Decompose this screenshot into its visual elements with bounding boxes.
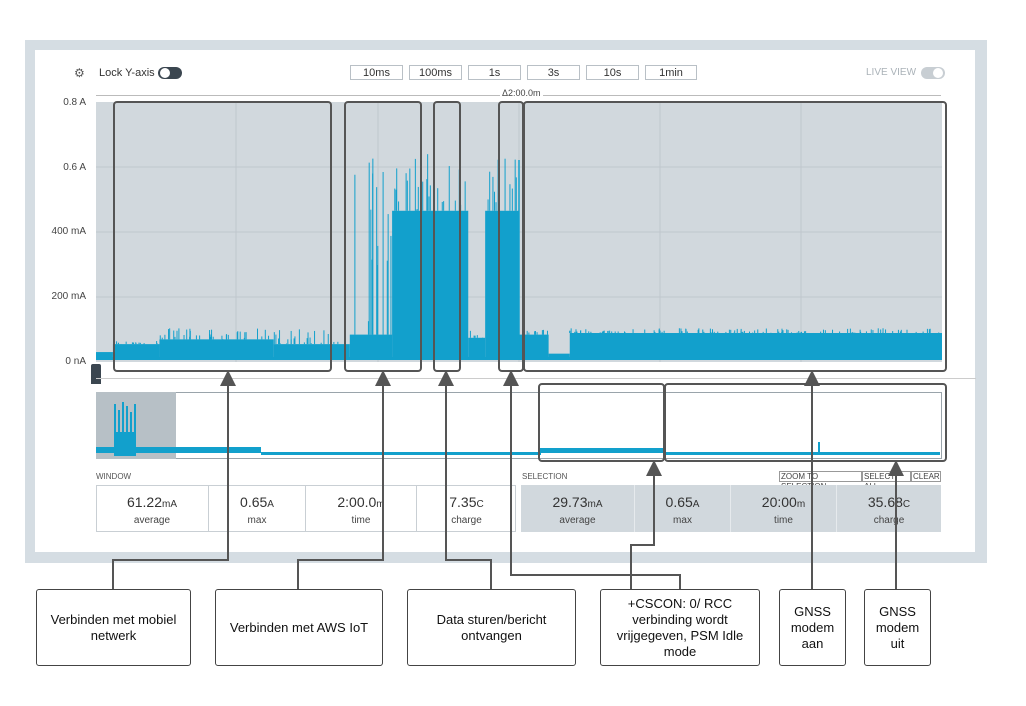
timespan-1s-button[interactable]: 1s xyxy=(468,65,521,80)
timespan-10s-button[interactable]: 10s xyxy=(586,65,639,80)
y-tick-label: 0 nA xyxy=(65,356,86,367)
window-average: 61.22mA average xyxy=(96,485,209,532)
timespan-10ms-button[interactable]: 10ms xyxy=(350,65,403,80)
clear-button[interactable]: CLEAR xyxy=(911,471,941,482)
callout-gnss-on: GNSS modem aan xyxy=(779,589,846,666)
gear-icon[interactable]: ⚙ xyxy=(74,66,85,80)
selection-average: 29.73mA average xyxy=(521,485,635,532)
selection-label: SELECTION xyxy=(522,472,568,481)
minimap-segment xyxy=(664,452,940,455)
minimap-spike xyxy=(818,442,820,454)
selection-charge: 35.68C charge xyxy=(867,494,911,526)
trace-segment xyxy=(96,352,113,358)
highlight-box-rcc-release xyxy=(498,101,524,372)
trace-segment xyxy=(468,337,486,358)
highlight-box-data xyxy=(433,101,461,372)
lock-y-axis-toggle[interactable] xyxy=(158,67,182,79)
chart-divider xyxy=(96,378,976,379)
timespan-100ms-button[interactable]: 100ms xyxy=(409,65,462,80)
y-tick-label: 0.6 A xyxy=(63,162,86,173)
trace-segment xyxy=(159,339,274,358)
window-time: 2:00.0m time xyxy=(306,485,417,532)
y-tick-label: 200 mA xyxy=(51,291,86,302)
trace-segment xyxy=(548,353,570,358)
trace-segment xyxy=(112,344,160,358)
window-label: WINDOW xyxy=(96,472,132,481)
trace-segment xyxy=(392,210,469,358)
trace-segment xyxy=(349,334,393,358)
y-tick-label: 0.8 A xyxy=(63,97,86,108)
window-charge: 7.35C charge xyxy=(449,494,484,526)
highlight-box-gnss-on xyxy=(538,383,665,462)
trace-segment xyxy=(519,334,549,358)
y-tick-label: 400 mA xyxy=(51,226,86,237)
window-max: 0.65A max xyxy=(209,485,306,532)
trace-baseline xyxy=(96,357,942,360)
callout-gnss-off: GNSS modem uit xyxy=(864,589,931,666)
trigger-marker[interactable] xyxy=(91,364,101,384)
timespan-1min-button[interactable]: 1min xyxy=(645,65,697,80)
select-all-button[interactable]: SELECT ALL xyxy=(862,471,911,491)
highlight-box-psm xyxy=(523,101,947,372)
lock-y-axis-label: Lock Y-axis xyxy=(99,67,155,79)
timespan-3s-button[interactable]: 3s xyxy=(527,65,580,80)
trace-segment xyxy=(485,210,519,358)
minimap-segment xyxy=(261,452,541,455)
trace-segment xyxy=(569,333,942,358)
selection-time: 20:00m time xyxy=(731,485,837,532)
callout-data-send: Data sturen/bericht ontvangen xyxy=(407,589,576,666)
live-view-label: LIVE VIEW xyxy=(866,67,917,78)
callout-aws-iot: Verbinden met AWS IoT xyxy=(215,589,383,666)
delta-label: Δ2:00.0m xyxy=(500,88,543,98)
minimap-segment xyxy=(96,447,261,453)
selection-max: 0.65A max xyxy=(635,485,731,532)
live-view-toggle[interactable] xyxy=(921,67,945,79)
highlight-box-aws-iot xyxy=(344,101,422,372)
callout-mobile-network: Verbinden met mobiel netwerk xyxy=(36,589,191,666)
callout-rcc-release: +CSCON: 0/ RCC verbinding wordt vrijgege… xyxy=(600,589,760,666)
highlight-box-mobile-network xyxy=(113,101,332,372)
zoom-to-selection-button[interactable]: ZOOM TO SELECTION xyxy=(779,471,862,491)
highlight-box-gnss-off xyxy=(664,383,947,462)
